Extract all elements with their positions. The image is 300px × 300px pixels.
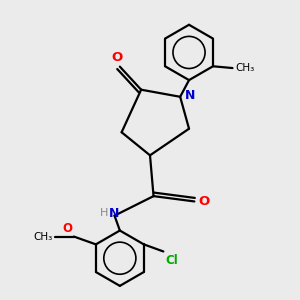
- Text: N: N: [184, 88, 195, 101]
- Text: CH₃: CH₃: [34, 232, 53, 242]
- Text: O: O: [111, 51, 123, 64]
- Text: O: O: [62, 222, 73, 235]
- Text: CH₃: CH₃: [235, 63, 254, 73]
- Text: H: H: [100, 208, 108, 218]
- Text: O: O: [199, 195, 210, 208]
- Text: Cl: Cl: [166, 254, 178, 267]
- Text: N: N: [109, 207, 120, 220]
